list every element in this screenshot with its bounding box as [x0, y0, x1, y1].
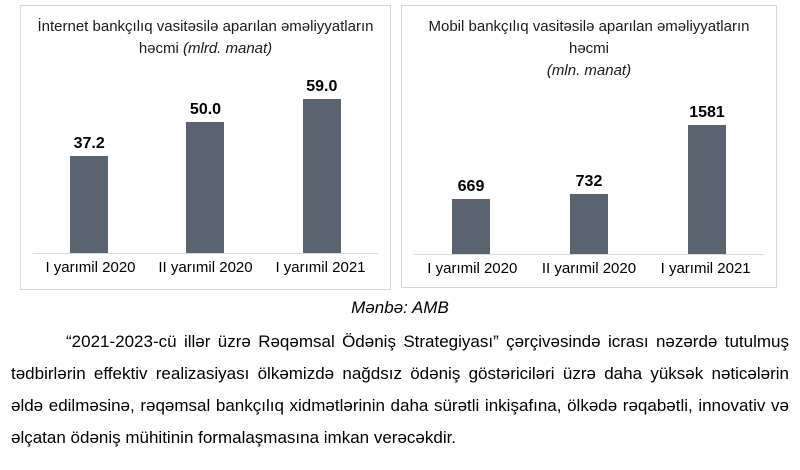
body-paragraph: “2021-2023-cü illər üzrə Rəqəmsal Ödəniş… [11, 332, 789, 447]
bar-value-label: 50.0 [189, 101, 222, 118]
category-label: I yarımil 2021 [275, 259, 366, 276]
category-label: I yarımil 2020 [427, 260, 518, 277]
bar-group: 37.2 [31, 78, 147, 253]
bar [186, 122, 225, 253]
chart-title-text: Mobil bankçılıq vasitəsilə aparılan əməl… [428, 18, 750, 57]
chart-title: Mobil bankçılıq vasitəsilə aparılan əməl… [412, 16, 766, 82]
chart-panel-mobile-banking: Mobil bankçılıq vasitəsilə aparılan əməl… [401, 5, 777, 288]
bar-group: 669 [412, 104, 530, 254]
chart-title-text: İnternet bankçılıq vasitəsilə aparılan ə… [37, 18, 374, 57]
x-axis: I yarımil 2020 II yarımil 2020 I yarımil… [414, 254, 764, 278]
bar-group: 50.0 [147, 78, 263, 253]
bar-value-label: 37.2 [73, 135, 105, 152]
bar-value-label: 732 [575, 173, 603, 190]
bar [70, 156, 109, 253]
x-axis: I yarımil 2020 II yarımil 2020 I yarımil… [33, 253, 378, 277]
plot-area: 669 732 1581 [412, 104, 766, 254]
category-label: I yarımil 2021 [660, 260, 751, 277]
bar [302, 99, 341, 253]
category-label: II yarımil 2020 [158, 259, 253, 276]
chart-unit-label: (mln. manat) [546, 62, 632, 79]
bar [452, 199, 490, 254]
bar-value-label: 1581 [689, 104, 725, 121]
chart-panel-internet-banking: İnternet bankçılıq vasitəsilə aparılan ə… [20, 5, 391, 290]
bar-value-label: 59.0 [306, 78, 338, 95]
plot-area: 37.2 50.0 59.0 [31, 78, 380, 253]
bar [688, 125, 726, 254]
source-caption: Mənbə: AMB [351, 298, 449, 317]
bar-group: 732 [530, 104, 648, 254]
bar-group: 59.0 [264, 78, 380, 253]
bar [570, 194, 608, 254]
category-label: II yarımil 2020 [541, 260, 637, 277]
bar-value-label: 669 [457, 178, 485, 195]
chart-unit-label: (mlrd. manat) [183, 40, 273, 57]
chart-title: İnternet bankçılıq vasitəsilə aparılan ə… [31, 16, 380, 60]
category-label: I yarımil 2020 [45, 259, 136, 276]
bar-group: 1581 [648, 104, 766, 254]
